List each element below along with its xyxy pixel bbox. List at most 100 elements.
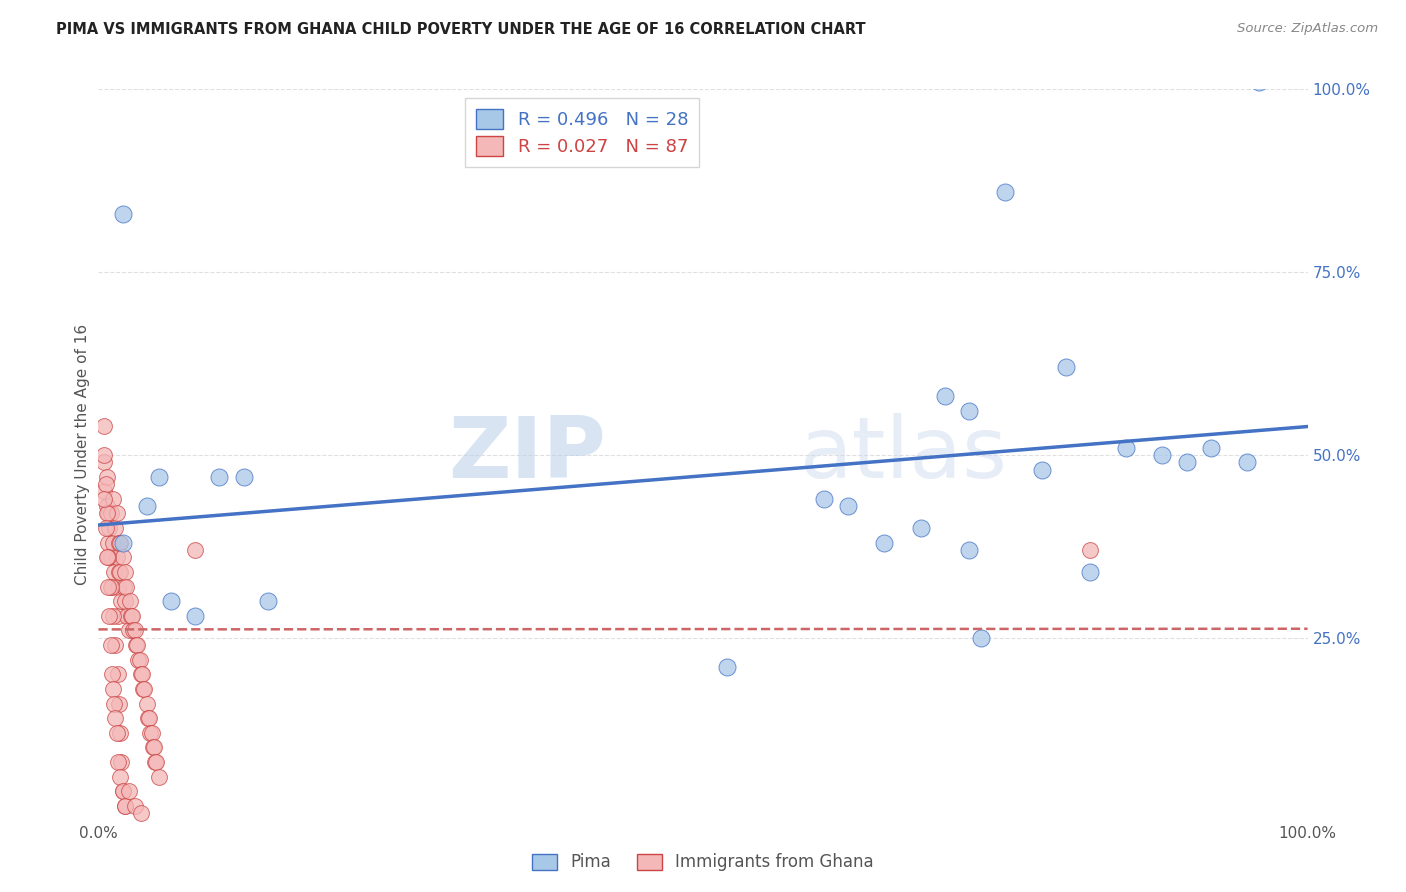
- Point: [910, 521, 932, 535]
- Point: [101, 681, 124, 696]
- Point: [108, 697, 131, 711]
- Point: [1115, 441, 1137, 455]
- Point: [96, 550, 118, 565]
- Point: [115, 580, 138, 594]
- Point: [101, 608, 124, 623]
- Point: [107, 580, 129, 594]
- Point: [129, 667, 152, 681]
- Point: [108, 770, 131, 784]
- Point: [108, 565, 131, 579]
- Point: [139, 726, 162, 740]
- Point: [110, 594, 132, 608]
- Point: [256, 594, 278, 608]
- Point: [1236, 455, 1258, 469]
- Point: [100, 580, 122, 594]
- Point: [143, 755, 166, 769]
- Point: [184, 543, 207, 558]
- Text: atlas: atlas: [800, 413, 1008, 497]
- Point: [97, 507, 120, 521]
- Point: [108, 565, 131, 579]
- Point: [1249, 75, 1271, 89]
- Point: [208, 470, 231, 484]
- Point: [148, 470, 170, 484]
- Point: [93, 455, 115, 469]
- Point: [118, 594, 141, 608]
- Point: [934, 389, 956, 403]
- Point: [97, 580, 120, 594]
- Point: [143, 740, 166, 755]
- Point: [105, 550, 128, 565]
- Point: [145, 755, 167, 769]
- Point: [111, 784, 134, 798]
- Point: [107, 667, 129, 681]
- Point: [96, 499, 118, 513]
- Point: [957, 404, 980, 418]
- Point: [104, 711, 127, 725]
- Text: Source: ZipAtlas.com: Source: ZipAtlas.com: [1237, 22, 1378, 36]
- Point: [118, 624, 141, 638]
- Point: [101, 491, 124, 506]
- Point: [101, 535, 124, 549]
- Point: [107, 608, 129, 623]
- Point: [96, 507, 118, 521]
- Point: [994, 185, 1017, 199]
- Point: [1152, 448, 1174, 462]
- Point: [716, 660, 738, 674]
- Point: [100, 580, 122, 594]
- Point: [117, 608, 139, 623]
- Point: [105, 726, 128, 740]
- Point: [232, 470, 254, 484]
- Point: [132, 681, 155, 696]
- Point: [104, 521, 127, 535]
- Point: [98, 608, 121, 623]
- Point: [108, 535, 131, 549]
- Point: [837, 499, 859, 513]
- Point: [970, 631, 993, 645]
- Point: [124, 799, 146, 814]
- Point: [98, 521, 121, 535]
- Point: [1199, 441, 1222, 455]
- Point: [141, 726, 163, 740]
- Point: [93, 491, 115, 506]
- Point: [114, 594, 136, 608]
- Point: [94, 477, 117, 491]
- Point: [104, 638, 127, 652]
- Point: [118, 784, 141, 798]
- Point: [114, 799, 136, 814]
- Point: [134, 681, 156, 696]
- Point: [111, 550, 134, 565]
- Point: [100, 638, 122, 652]
- Point: [103, 697, 125, 711]
- Point: [128, 653, 150, 667]
- Point: [127, 653, 149, 667]
- Point: [93, 484, 115, 499]
- Point: [100, 507, 122, 521]
- Point: [1078, 543, 1101, 558]
- Point: [114, 799, 136, 814]
- Point: [107, 755, 129, 769]
- Point: [112, 580, 135, 594]
- Point: [813, 491, 835, 506]
- Y-axis label: Child Poverty Under the Age of 16: Child Poverty Under the Age of 16: [75, 325, 90, 585]
- Point: [108, 535, 131, 549]
- Point: [131, 667, 153, 681]
- Point: [111, 206, 134, 220]
- Point: [121, 608, 143, 623]
- Point: [110, 755, 132, 769]
- Point: [1054, 360, 1077, 375]
- Point: [120, 608, 142, 623]
- Point: [103, 565, 125, 579]
- Point: [873, 535, 896, 549]
- Text: PIMA VS IMMIGRANTS FROM GHANA CHILD POVERTY UNDER THE AGE OF 16 CORRELATION CHAR: PIMA VS IMMIGRANTS FROM GHANA CHILD POVE…: [56, 22, 866, 37]
- Point: [124, 624, 146, 638]
- Point: [97, 535, 120, 549]
- Legend: Pima, Immigrants from Ghana: Pima, Immigrants from Ghana: [526, 847, 880, 878]
- Point: [136, 711, 159, 725]
- Point: [100, 667, 122, 681]
- Point: [94, 521, 117, 535]
- Point: [93, 448, 115, 462]
- Point: [97, 550, 120, 565]
- Point: [184, 608, 207, 623]
- Point: [957, 543, 980, 558]
- Point: [1175, 455, 1198, 469]
